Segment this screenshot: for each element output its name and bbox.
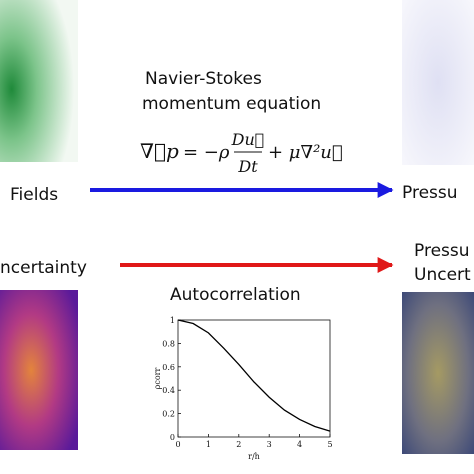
title-line: Navier-Stokes — [145, 69, 262, 89]
uncertainty-image — [0, 290, 78, 450]
y-tick-label: 0.4 — [162, 386, 175, 395]
x-tick-label: 5 — [327, 440, 332, 449]
inset-chart: 0 1 2 3 4 5 0 0.2 0.4 0.6 0.8 1 r/h ρcorr — [153, 316, 333, 461]
label: Uncert — [414, 265, 471, 285]
y-tick-label: 1 — [170, 316, 175, 325]
equation-part: = −ρ — [183, 142, 230, 163]
x-tick-label: 4 — [297, 440, 302, 449]
label: Fields — [10, 185, 58, 205]
pressure-field-image — [402, 0, 474, 165]
equation-denominator: Dt — [237, 157, 258, 176]
x-tick-label: 3 — [267, 440, 272, 449]
y-tick-label: 0.8 — [162, 339, 175, 348]
plot-frame — [177, 319, 331, 438]
y-tick-label: 0.2 — [162, 410, 175, 419]
label: ncertainty — [0, 258, 87, 278]
x-tick-label: 2 — [236, 440, 241, 449]
label: Pressu — [414, 241, 470, 261]
title-line: momentum equation — [142, 94, 321, 114]
equation-numerator: Du⃗ — [231, 130, 265, 149]
y-tick-label: 0 — [170, 433, 175, 442]
x-tick-label: 0 — [175, 440, 180, 449]
velocity-field-image — [0, 0, 78, 162]
x-tick-label: 1 — [206, 440, 211, 449]
label: Autocorrelation — [170, 285, 301, 305]
equation-lhs: ∇⃗p — [140, 139, 179, 163]
y-axis-label: ρcorr — [153, 368, 162, 390]
curve — [177, 319, 331, 432]
x-axis-label: r/h — [248, 452, 260, 461]
y-tick-label: 0.6 — [162, 363, 175, 372]
equation-part: + μ∇²u⃗ — [268, 142, 343, 163]
pressure-uncertainty-image — [402, 292, 474, 454]
label: Pressu — [402, 183, 458, 203]
